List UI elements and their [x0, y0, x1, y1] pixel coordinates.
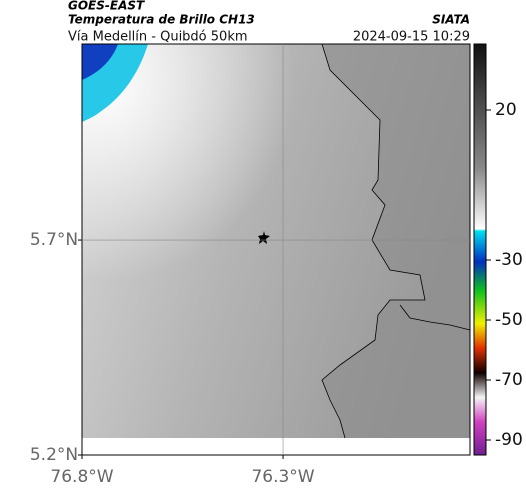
x-tick-label: 76.8°W	[50, 467, 113, 487]
y-tick-label: 5.2°N	[30, 445, 78, 465]
colorbar-tick-label: -70	[495, 370, 523, 390]
colorbar-tick-label: 20	[495, 100, 517, 120]
colorbar-tick-label: -30	[495, 250, 523, 270]
colorbar-tick-label: -50	[495, 310, 523, 330]
timestamp: 2024-09-15 10:29	[353, 30, 470, 45]
region: Vía Medellín - Quibdó 50km	[68, 30, 248, 45]
map-image	[81, 43, 471, 456]
x-tick-label: 76.3°W	[251, 467, 314, 487]
colorbar-tick-label: -90	[495, 430, 523, 450]
y-tick-label: 5.7°N	[30, 230, 78, 250]
subtitle: Temperatura de Brillo CH13	[68, 13, 255, 27]
title: GOES-EAST	[68, 0, 145, 13]
colorbar	[473, 43, 487, 456]
location-star	[258, 231, 270, 244]
source: SIATA	[432, 13, 470, 27]
